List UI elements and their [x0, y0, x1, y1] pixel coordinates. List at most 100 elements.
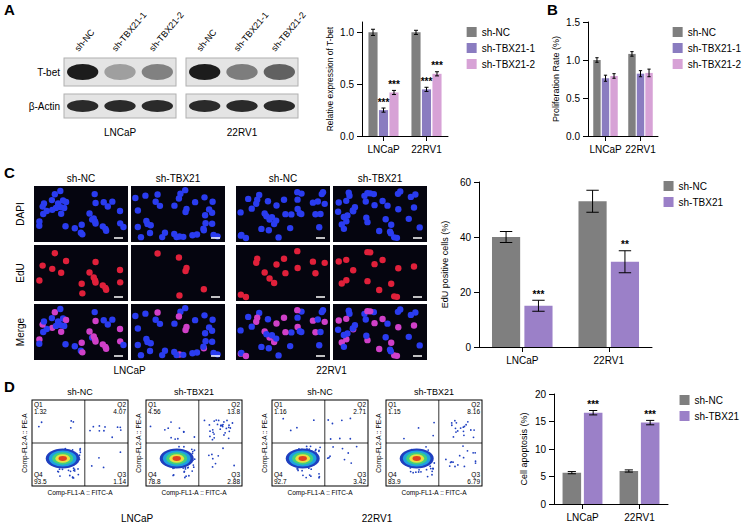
svg-text:***: ***	[421, 76, 433, 87]
svg-text:Proliferation Rate (%): Proliferation Rate (%)	[551, 36, 561, 122]
svg-text:***: ***	[533, 289, 545, 300]
svg-text:sh-TBX21-2: sh-TBX21-2	[147, 10, 186, 53]
svg-text:sh-TBX21-1: sh-TBX21-1	[232, 10, 271, 53]
svg-text:83.9: 83.9	[388, 478, 401, 485]
svg-text:T-bet: T-bet	[37, 67, 60, 78]
svg-text:22RV1: 22RV1	[227, 127, 258, 138]
svg-text:13.8: 13.8	[227, 408, 240, 415]
svg-text:Cell apoptosis (%): Cell apoptosis (%)	[519, 412, 529, 485]
svg-text:22RV1: 22RV1	[594, 355, 625, 366]
svg-text:***: ***	[587, 399, 599, 410]
svg-text:22RV1: 22RV1	[625, 144, 656, 155]
svg-text:sh-TBX21-2: sh-TBX21-2	[482, 59, 536, 70]
svg-text:sh-NC: sh-NC	[679, 181, 707, 192]
svg-text:sh-TBX21-2: sh-TBX21-2	[269, 10, 308, 53]
svg-text:sh-TBX21-1: sh-TBX21-1	[482, 43, 536, 54]
svg-text:sh-NC: sh-NC	[73, 27, 97, 53]
svg-text:0.5: 0.5	[340, 79, 354, 90]
svg-text:0.0: 0.0	[340, 131, 354, 142]
svg-text:A: A	[4, 1, 15, 18]
svg-text:93.5: 93.5	[34, 478, 47, 485]
svg-text:LNCaP: LNCaP	[589, 144, 622, 155]
svg-text:4.07: 4.07	[113, 408, 126, 415]
svg-text:EdU: EdU	[15, 263, 26, 282]
svg-text:Q1: Q1	[34, 401, 43, 408]
svg-text:5: 5	[540, 471, 546, 482]
svg-text:1.14: 1.14	[113, 478, 126, 485]
svg-text:8.16: 8.16	[467, 408, 480, 415]
svg-text:***: ***	[644, 409, 656, 420]
svg-text:sh-TBX21: sh-TBX21	[358, 173, 403, 184]
svg-text:β-Actin: β-Actin	[29, 101, 60, 112]
svg-text:20: 20	[460, 287, 472, 298]
svg-text:LNCaP: LNCaP	[506, 355, 539, 366]
svg-text:LNCaP: LNCaP	[566, 512, 599, 523]
svg-text:0.5: 0.5	[566, 93, 580, 104]
svg-text:92.7: 92.7	[274, 478, 287, 485]
svg-text:sh-NC: sh-NC	[67, 387, 93, 397]
svg-text:**: **	[621, 239, 629, 250]
svg-text:Comp-FL1-A :: FITC-A: Comp-FL1-A :: FITC-A	[47, 489, 113, 497]
svg-text:sh-NC: sh-NC	[195, 27, 219, 53]
svg-text:20: 20	[535, 389, 547, 400]
svg-text:22RV1: 22RV1	[411, 144, 442, 155]
svg-text:1.0: 1.0	[566, 55, 580, 66]
svg-text:sh-TBX21: sh-TBX21	[174, 387, 214, 397]
svg-text:sh-NC: sh-NC	[67, 173, 95, 184]
svg-text:0: 0	[540, 499, 546, 510]
svg-text:sh-TBX21: sh-TBX21	[695, 411, 740, 422]
svg-text:Comp-FL2-A :: PE-A: Comp-FL2-A :: PE-A	[261, 413, 269, 473]
svg-text:Comp-FL2-A :: PE-A: Comp-FL2-A :: PE-A	[375, 413, 383, 473]
svg-text:22RV1: 22RV1	[316, 365, 347, 376]
svg-text:3.42: 3.42	[353, 478, 366, 485]
svg-text:LNCaP: LNCaP	[367, 144, 400, 155]
svg-text:2.71: 2.71	[353, 408, 366, 415]
svg-text:1.0: 1.0	[340, 27, 354, 38]
svg-text:***: ***	[378, 97, 390, 108]
svg-text:sh-TBX21-1: sh-TBX21-1	[688, 43, 742, 54]
svg-text:sh-NC: sh-NC	[269, 173, 297, 184]
svg-text:1.15: 1.15	[388, 408, 401, 415]
svg-text:Comp-FL2-A :: PE-A: Comp-FL2-A :: PE-A	[135, 413, 143, 473]
svg-text:6.79: 6.79	[467, 478, 480, 485]
svg-text:sh-TBX21-2: sh-TBX21-2	[688, 59, 742, 70]
svg-text:sh-TBX21: sh-TBX21	[156, 173, 201, 184]
svg-text:0.0: 0.0	[566, 131, 580, 142]
svg-text:C: C	[4, 164, 15, 181]
svg-text:LNCaP: LNCaP	[104, 127, 137, 138]
svg-text:1.16: 1.16	[274, 408, 287, 415]
svg-text:60: 60	[460, 177, 472, 188]
svg-text:1.5: 1.5	[566, 17, 580, 28]
svg-text:78.8: 78.8	[148, 478, 161, 485]
svg-text:sh-TBX21: sh-TBX21	[679, 197, 724, 208]
svg-text:1.32: 1.32	[34, 408, 47, 415]
svg-text:DAPI: DAPI	[15, 202, 26, 225]
svg-text:EdU positive cells (%): EdU positive cells (%)	[440, 221, 450, 309]
svg-text:2.88: 2.88	[227, 478, 240, 485]
svg-text:Relative expression of T-bet: Relative expression of T-bet	[325, 26, 335, 131]
svg-text:22RV1: 22RV1	[362, 513, 393, 524]
svg-text:22RV1: 22RV1	[624, 512, 655, 523]
svg-text:sh-NC: sh-NC	[695, 395, 723, 406]
svg-text:Comp-FL1-A :: FITC-A: Comp-FL1-A :: FITC-A	[287, 489, 353, 497]
svg-text:40: 40	[460, 232, 472, 243]
svg-text:***: ***	[431, 60, 443, 71]
svg-text:Merge: Merge	[15, 317, 26, 346]
svg-text:0: 0	[465, 342, 471, 353]
svg-text:D: D	[4, 378, 15, 395]
svg-text:LNCaP: LNCaP	[113, 365, 146, 376]
svg-text:Comp-FL1-A :: FITC-A: Comp-FL1-A :: FITC-A	[161, 489, 227, 497]
svg-text:4.56: 4.56	[148, 408, 161, 415]
svg-text:15: 15	[535, 416, 547, 427]
svg-text:LNCaP: LNCaP	[121, 513, 154, 524]
svg-text:sh-NC: sh-NC	[688, 27, 716, 38]
svg-text:sh-TBX21-1: sh-TBX21-1	[110, 10, 149, 53]
svg-text:***: ***	[388, 79, 400, 90]
svg-text:Comp-FL1-A :: FITC-A: Comp-FL1-A :: FITC-A	[401, 489, 467, 497]
svg-text:sh-NC: sh-NC	[307, 387, 333, 397]
svg-text:Comp-FL2-A :: PE-A: Comp-FL2-A :: PE-A	[21, 413, 29, 473]
svg-text:10: 10	[535, 444, 547, 455]
svg-text:sh-NC: sh-NC	[482, 27, 510, 38]
svg-text:sh-TBX21: sh-TBX21	[414, 387, 454, 397]
svg-text:B: B	[547, 1, 558, 18]
